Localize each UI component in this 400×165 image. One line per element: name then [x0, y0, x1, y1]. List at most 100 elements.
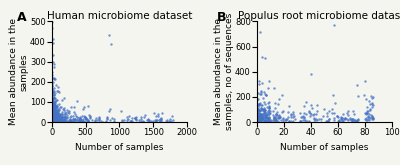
- Point: [258, 82, 265, 84]
- Point: [103, 119, 109, 122]
- Point: [53, 114, 60, 116]
- Point: [63, 112, 69, 114]
- Point: [56, 117, 62, 120]
- Point: [259, 117, 265, 120]
- Point: [263, 116, 270, 119]
- Point: [62, 115, 68, 117]
- Point: [53, 106, 59, 109]
- Point: [83, 118, 90, 120]
- Point: [49, 120, 56, 122]
- Point: [308, 106, 315, 109]
- Point: [311, 120, 317, 123]
- Point: [292, 118, 298, 121]
- Point: [254, 113, 261, 116]
- Point: [50, 119, 56, 122]
- Point: [264, 119, 270, 121]
- Point: [55, 119, 62, 122]
- Point: [266, 113, 272, 116]
- Point: [50, 115, 57, 117]
- Point: [286, 105, 292, 107]
- Point: [302, 119, 309, 122]
- Point: [258, 113, 265, 115]
- Point: [82, 117, 89, 119]
- Point: [60, 120, 67, 123]
- Point: [349, 118, 356, 121]
- Point: [53, 119, 59, 122]
- Point: [258, 107, 264, 109]
- Point: [50, 117, 56, 120]
- Point: [62, 110, 68, 113]
- Point: [141, 120, 147, 123]
- Point: [49, 87, 55, 90]
- Point: [50, 90, 57, 93]
- Point: [50, 103, 57, 105]
- Point: [72, 113, 78, 116]
- Point: [273, 119, 279, 121]
- Point: [52, 120, 59, 123]
- Point: [340, 118, 347, 121]
- Point: [52, 109, 58, 112]
- Point: [51, 120, 58, 123]
- Point: [50, 120, 56, 122]
- Point: [300, 116, 307, 118]
- Point: [58, 119, 65, 121]
- Point: [52, 112, 58, 114]
- Point: [52, 116, 58, 119]
- Point: [50, 115, 56, 118]
- Point: [262, 117, 269, 119]
- Point: [51, 111, 57, 113]
- Point: [255, 116, 262, 119]
- Point: [50, 113, 57, 115]
- Point: [326, 118, 332, 121]
- Point: [54, 103, 60, 106]
- Point: [50, 114, 56, 116]
- Point: [95, 120, 102, 123]
- Point: [49, 117, 55, 120]
- Point: [49, 116, 55, 119]
- Point: [330, 94, 336, 96]
- Point: [51, 115, 57, 117]
- Point: [307, 112, 313, 115]
- Point: [254, 116, 260, 118]
- Point: [255, 118, 261, 120]
- Point: [67, 119, 74, 122]
- Point: [57, 119, 64, 122]
- Point: [150, 120, 156, 123]
- Point: [96, 117, 102, 120]
- Point: [272, 114, 279, 116]
- Point: [318, 120, 324, 123]
- Point: [136, 120, 142, 123]
- Point: [142, 114, 149, 116]
- Point: [50, 63, 57, 66]
- Point: [49, 107, 56, 110]
- Point: [66, 119, 72, 122]
- Point: [261, 107, 267, 110]
- Point: [256, 119, 263, 122]
- Point: [132, 117, 138, 120]
- Point: [52, 120, 58, 123]
- Point: [50, 110, 56, 113]
- Point: [84, 118, 90, 121]
- Point: [50, 116, 57, 119]
- Point: [259, 115, 266, 118]
- Point: [53, 120, 59, 122]
- Point: [49, 106, 55, 109]
- Point: [260, 114, 267, 116]
- Point: [340, 112, 346, 115]
- Point: [258, 119, 264, 122]
- Point: [53, 120, 60, 122]
- Point: [104, 116, 111, 119]
- Point: [258, 116, 264, 119]
- Point: [119, 120, 126, 122]
- Point: [57, 120, 63, 123]
- Point: [353, 120, 360, 123]
- Point: [67, 119, 74, 122]
- Point: [50, 111, 57, 114]
- Point: [68, 120, 74, 123]
- Point: [59, 120, 66, 122]
- Point: [49, 111, 56, 113]
- Point: [83, 118, 89, 120]
- Point: [362, 112, 368, 115]
- Point: [74, 119, 80, 121]
- Point: [51, 120, 57, 122]
